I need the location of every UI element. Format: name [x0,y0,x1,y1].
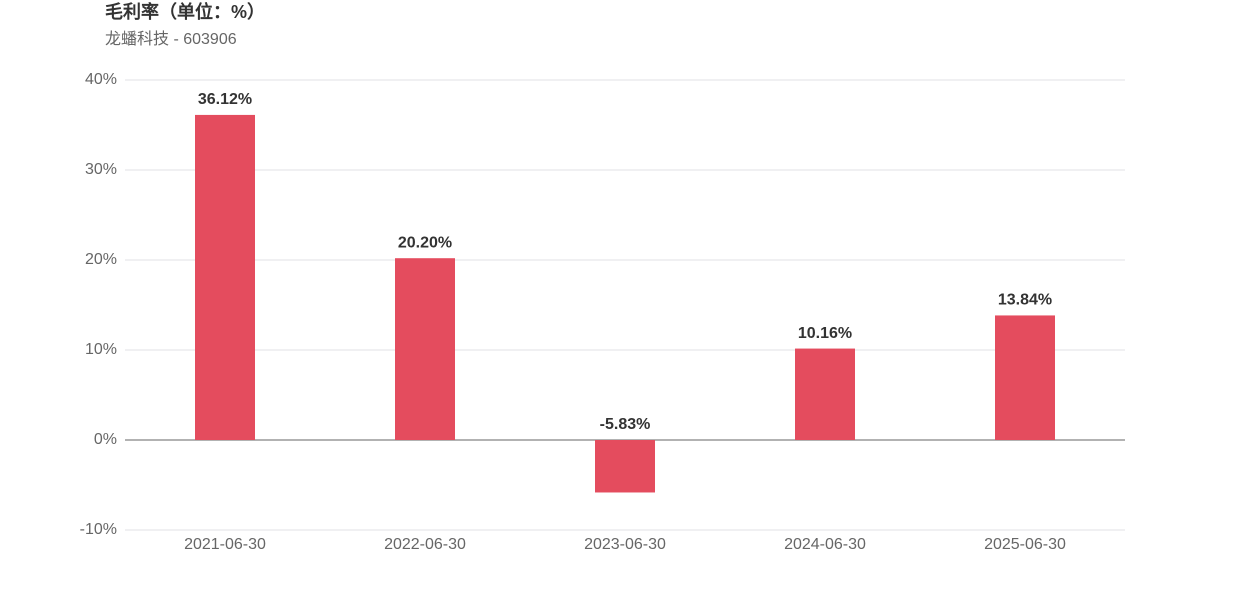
x-tick-label: 2023-06-30 [584,536,666,553]
bar [995,315,1055,440]
data-label: 36.12% [198,91,252,108]
y-tick-label: 20% [85,251,117,268]
data-label: -5.83% [600,416,651,433]
data-label: 10.16% [798,325,852,342]
chart-subtitle: 龙蟠科技 - 603906 [105,30,237,48]
x-tick-label: 2021-06-30 [184,536,266,553]
bar [595,440,655,493]
y-tick-label: 30% [85,161,117,178]
x-tick-label: 2024-06-30 [784,536,866,553]
bar [395,258,455,440]
y-tick-label: 40% [85,71,117,88]
chart-title: 毛利率（单位：%） [105,1,265,22]
data-label: 20.20% [398,234,452,251]
bar [195,114,255,441]
y-tick-label: 0% [94,431,117,448]
y-tick-label: 10% [85,341,117,358]
x-tick-label: 2025-06-30 [984,536,1066,553]
data-label: 13.84% [998,292,1052,309]
bar [795,348,855,440]
x-tick-label: 2022-06-30 [384,536,466,553]
y-tick-label: -10% [80,521,117,538]
